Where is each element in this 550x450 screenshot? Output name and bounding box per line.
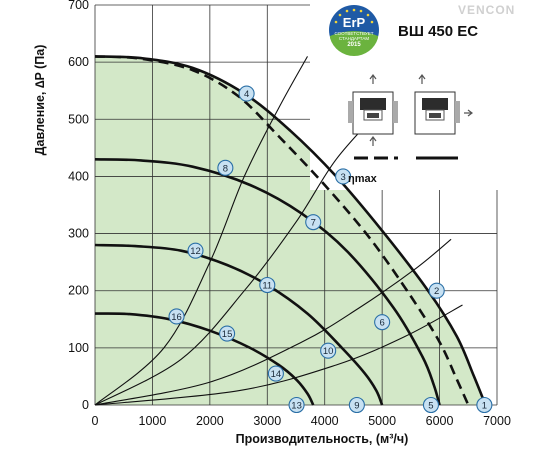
operating-point-label: 10 [323,346,334,357]
operating-point-label: 4 [244,89,249,100]
operating-point-7 [305,214,322,231]
operating-point-4 [238,85,255,102]
x-tick-label: 4000 [311,414,339,428]
operating-point-12 [187,242,204,259]
airflow-arrow-up-icon [418,74,426,84]
operating-point-1 [476,396,493,414]
operating-point-6 [374,314,391,331]
operating-point-11 [259,276,276,294]
operating-point-15 [219,325,236,342]
model-title: ВШ 450 ЕС [398,23,478,40]
operating-point-label: 13 [291,401,302,412]
curve-system-d [94,304,463,406]
axis-ticks: 0 1000 2000 3000 4000 5000 6000 7000 0 100 200 300 4… [68,0,511,428]
airflow-arrow-up-icon [369,74,377,84]
operating-point-label: 14 [271,369,282,380]
operating-point-2 [428,282,445,299]
erp-badge-stars [334,8,374,24]
erp-badge-green-swoosh [330,31,378,56]
x-tick-label: 2000 [196,414,224,428]
erp-badge: ErP СООТВЕТСТВУЕТ СТАНДАРТАМ 2015 [329,5,379,56]
y-axis-title: Давление, ∆P (Па) [33,45,47,156]
operating-point-label: 2 [434,286,439,297]
erp-badge-title: ErP [343,15,366,30]
x-tick-label: 0 [92,414,99,428]
operating-point-10 [320,342,337,359]
y-tick-label: 500 [68,112,89,126]
x-tick-label: 5000 [368,414,396,428]
operating-point-label: 15 [222,329,233,340]
brand-watermark: VENCON [458,3,515,17]
operating-point-label: 11 [262,281,272,292]
curve-system-c [94,238,452,406]
x-tick-label: 1000 [139,414,167,428]
operating-point-label: 1 [482,401,487,412]
operating-point-label: 9 [354,401,359,412]
y-tick-label: 300 [68,227,89,241]
y-tick-label: 400 [68,169,89,183]
operating-point-label: 7 [311,218,316,229]
operating-point-label: 5 [428,401,433,412]
erp-badge-year: 2015 [347,42,361,48]
operating-point-label: 16 [171,312,182,323]
y-tick-label: 200 [68,284,89,298]
erp-badge-line1: СООТВЕТСТВУЕТ [335,31,374,36]
curve-system-b [94,107,383,406]
x-tick-label: 3000 [253,414,281,428]
operating-point-16 [168,308,185,325]
operating-point-label: 6 [379,318,384,329]
y-tick-label: 0 [82,398,89,412]
curves [94,55,487,406]
curve-system-a [94,56,308,406]
curve-max-dashed [94,55,470,406]
x-tick-label: 6000 [426,414,454,428]
y-tick-label: 100 [68,341,89,355]
operating-point-8 [217,159,234,176]
y-tick-label: 700 [68,0,89,12]
operating-point-13 [288,396,305,414]
efficiency-label: ηmax [348,173,378,185]
x-axis-title: Производительность, (м³/ч) [236,432,409,446]
operating-point-label: 12 [190,246,201,257]
unit-diagram-left [348,74,398,160]
airflow-arrow-up-icon [369,136,377,146]
curve-speed-3 [94,243,384,406]
operating-point-5 [422,396,440,414]
operating-point-3 [335,168,352,185]
airflow-arrow-right-icon [464,109,473,117]
operating-point-14 [267,365,284,382]
y-tick-label: 600 [68,55,89,69]
unit-diagram-right [414,74,473,160]
operating-point-label: 3 [340,172,345,183]
curve-speed-4 [94,312,315,406]
operating-point-9 [348,396,365,414]
x-tick-label: 7000 [483,414,511,428]
curve-speed-2 [94,158,441,406]
operating-point-label: 8 [223,163,228,174]
erp-badge-line2: СТАНДАРТАМ [339,36,369,41]
